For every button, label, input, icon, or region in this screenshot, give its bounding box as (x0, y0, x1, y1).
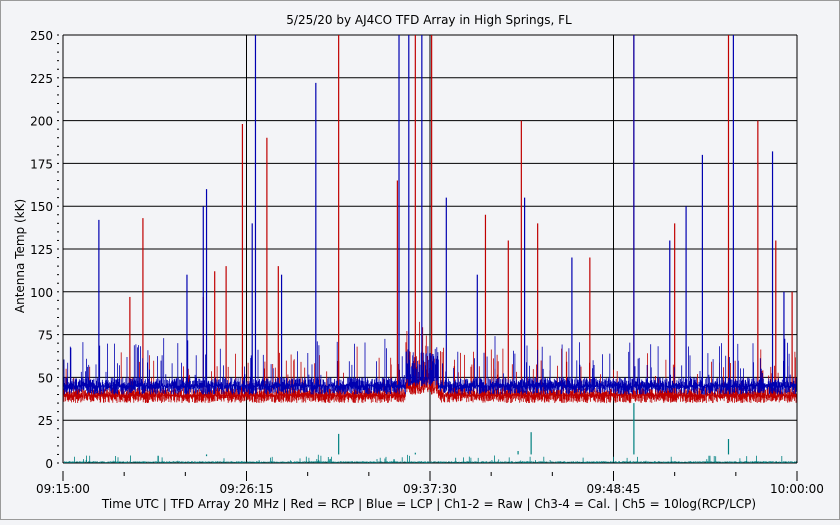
y-tick-label: 150 (30, 200, 53, 214)
y-axis-label: Antenna Temp (kK) (13, 199, 27, 313)
y-tick-label: 125 (30, 243, 53, 257)
x-axis-label: Time UTC | TFD Array 20 MHz | Red = RCP … (101, 497, 756, 511)
y-tick-label: 25 (38, 414, 53, 428)
y-tick-label: 250 (30, 29, 53, 43)
x-tick-label: 10:00:00 (770, 482, 824, 496)
x-tick-label: 09:26:15 (220, 482, 274, 496)
y-tick-label: 75 (38, 329, 53, 343)
y-tick-label: 175 (30, 157, 53, 171)
x-tick-label: 09:37:30 (403, 482, 457, 496)
y-tick-label: 0 (45, 457, 53, 471)
chart-title: 5/25/20 by AJ4CO TFD Array in High Sprin… (286, 13, 572, 27)
y-tick-label: 225 (30, 72, 53, 86)
y-tick-label: 50 (38, 371, 53, 385)
y-tick-label: 100 (30, 286, 53, 300)
y-tick-label: 200 (30, 115, 53, 129)
x-tick-label: 09:15:00 (36, 482, 90, 496)
x-tick-label: 09:48:45 (587, 482, 641, 496)
